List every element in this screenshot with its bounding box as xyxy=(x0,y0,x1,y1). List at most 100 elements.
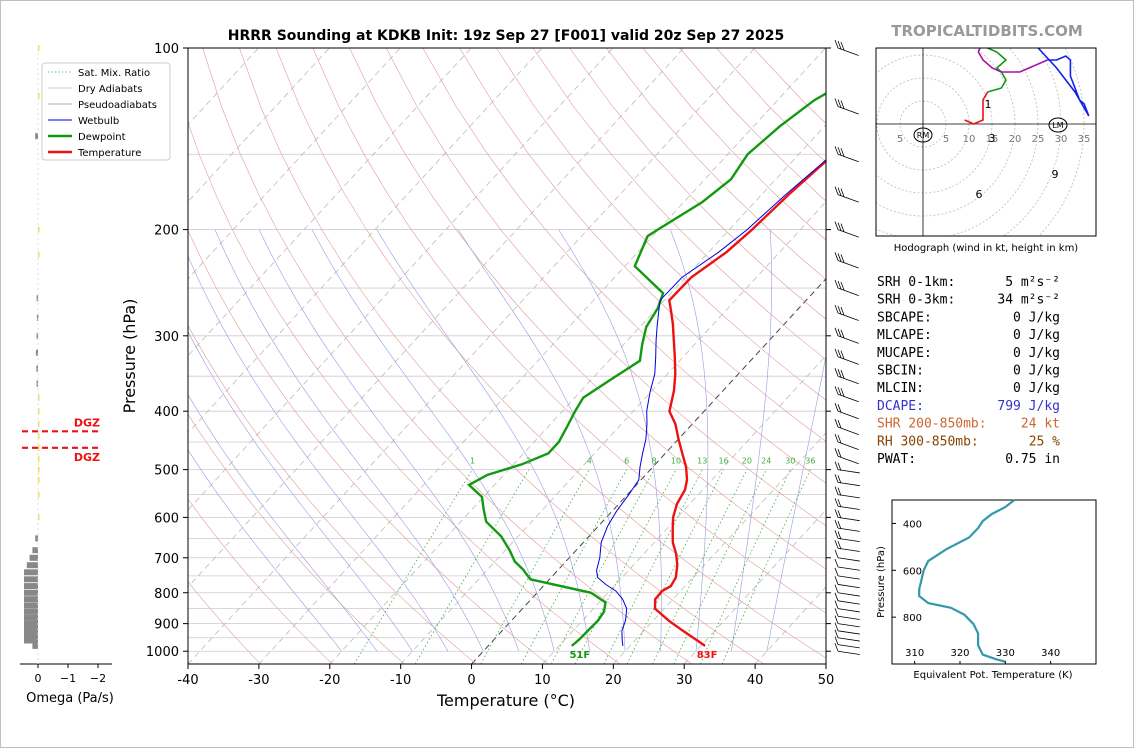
omega-bar xyxy=(38,444,40,451)
legend: Sat. Mix. Ratio Dry Adiabats Pseudoadiabat… xyxy=(41,62,171,161)
legend-entry: Wetbulb xyxy=(78,116,119,127)
dry-adiabat xyxy=(188,413,405,664)
omega-tick-label: −2 xyxy=(90,672,106,685)
hodograph-caption: Hodograph (wind in kt, height in km) xyxy=(894,243,1079,254)
y-tick-label: 900 xyxy=(154,618,179,633)
site-watermark: TROPICALTIDBITS.COM xyxy=(891,22,1083,40)
index-label: MLCIN: xyxy=(877,381,924,396)
omega-axes: 0 −1 −2 DGZ DGZ xyxy=(20,48,112,685)
wind-barb-feather xyxy=(834,615,839,624)
y-tick-label: 700 xyxy=(154,552,179,567)
x-tick-label: 20 xyxy=(605,673,622,688)
omega-bar xyxy=(38,476,40,483)
wind-barb-feather xyxy=(834,146,839,155)
x-tick-label: 30 xyxy=(676,673,693,688)
wind-barb-feather xyxy=(834,643,839,652)
wind-barb-feather xyxy=(834,486,839,495)
mixing-ratio-label: 30 xyxy=(785,457,795,466)
wind-barb-feather xyxy=(834,186,839,195)
wind-barb-feather xyxy=(834,279,839,289)
x-tick-label: -20 xyxy=(319,673,340,688)
omega-bar xyxy=(38,491,40,498)
wind-barb-shaft xyxy=(837,623,860,628)
omega-bar xyxy=(32,642,38,649)
wind-barb-feather xyxy=(840,148,845,157)
index-label: SRH 0-1km: xyxy=(877,275,955,290)
wind-barb-feather xyxy=(834,221,839,230)
dry-adiabat xyxy=(188,121,621,664)
y-tick-label: 100 xyxy=(154,42,179,57)
wind-barb-feather xyxy=(840,188,845,197)
wind-barb-feather xyxy=(834,461,839,470)
wind-barb-feather xyxy=(834,368,839,377)
theta-e-x-tick-label: 320 xyxy=(950,648,969,659)
theta-e-ylabel: Pressure (hPa) xyxy=(876,546,887,618)
mixing-ratio-line xyxy=(353,469,473,664)
omega-bar xyxy=(36,314,39,321)
index-label: SHR 200-850mb: xyxy=(877,417,987,432)
hodograph-ring-label-left: 5 xyxy=(897,134,903,145)
wind-barb-feather xyxy=(834,567,839,576)
hodograph-ring-label: 20 xyxy=(1009,134,1022,145)
skewt-panel: -40 -30 -20 -10 0 10 20 30 40 50 100 200 300 400 500 60… xyxy=(41,39,860,710)
mixing-ratio-label: 4 xyxy=(587,457,592,466)
mixing-ratio-line xyxy=(626,469,724,664)
y-tick-label: 500 xyxy=(154,464,179,479)
wind-barb-feather xyxy=(834,327,839,336)
wind-barb-shaft xyxy=(837,630,860,635)
x-tick-label: 50 xyxy=(818,673,835,688)
hodograph-ring-label: 15 xyxy=(986,134,999,145)
y-tick-label: 1000 xyxy=(146,645,179,660)
hodograph-trace: 1 3 6 9 RM LM xyxy=(913,48,1090,201)
mixing-ratio-label: 10 xyxy=(671,457,681,466)
wind-barb-feather xyxy=(840,41,845,51)
index-value: 5 m²s⁻² xyxy=(1005,275,1060,290)
omega-tick-label: 0 xyxy=(35,672,42,685)
index-value: 0 J/kg xyxy=(1013,364,1060,379)
wind-barb-feather xyxy=(837,253,842,262)
omega-bar xyxy=(38,45,40,51)
wind-barb-feather xyxy=(837,349,842,358)
omega-bar xyxy=(24,626,38,633)
wind-barb-shaft xyxy=(837,47,859,56)
mixing-ratio-label: 1 xyxy=(470,457,475,466)
hodograph-segment xyxy=(986,48,1008,93)
wind-barb-feather xyxy=(834,584,839,593)
x-tick-label: -40 xyxy=(177,673,198,688)
theta-e-y-tick-label: 400 xyxy=(903,519,922,530)
omega-tick-label: −1 xyxy=(60,672,76,685)
omega-bar xyxy=(24,589,38,596)
y-tick-label: 300 xyxy=(154,330,179,345)
wind-barb-shaft xyxy=(837,615,860,620)
surface-dewpoint-label: 51F xyxy=(569,650,590,661)
omega-bar xyxy=(38,92,40,99)
hodograph-ring-label: 35 xyxy=(1078,134,1091,145)
wind-barb-feather xyxy=(837,40,842,50)
omega-bar xyxy=(36,295,39,302)
wind-barb-shaft xyxy=(837,516,860,522)
wind-barb-shaft xyxy=(837,356,859,365)
x-tick-label: -10 xyxy=(390,673,411,688)
wind-barb-feather xyxy=(837,99,842,108)
temperature-profile xyxy=(653,159,826,647)
index-value: 0 J/kg xyxy=(1013,328,1060,343)
wind-barb-feather xyxy=(834,629,839,638)
index-value: 34 m²s⁻² xyxy=(997,293,1060,308)
wind-barb-shaft xyxy=(837,455,859,465)
dry-adiabat xyxy=(188,498,333,664)
x-tick-label: 10 xyxy=(534,673,551,688)
index-value: 0 J/kg xyxy=(1013,310,1060,325)
hodograph-ring-label: 25 xyxy=(1032,134,1045,145)
pseudoadiabat xyxy=(311,229,555,652)
wind-barb-feather xyxy=(840,254,845,263)
wind-barb-shaft xyxy=(837,335,859,344)
wind-barb-shaft xyxy=(837,287,859,296)
wind-barb-feather xyxy=(834,636,839,645)
omega-bar xyxy=(24,576,38,583)
wind-barb-feather xyxy=(837,499,842,508)
wind-barb-feather xyxy=(834,98,839,107)
index-value: 25 % xyxy=(1029,434,1060,449)
hodograph-height-label: 6 xyxy=(976,188,983,201)
dry-adiabat xyxy=(532,48,826,360)
